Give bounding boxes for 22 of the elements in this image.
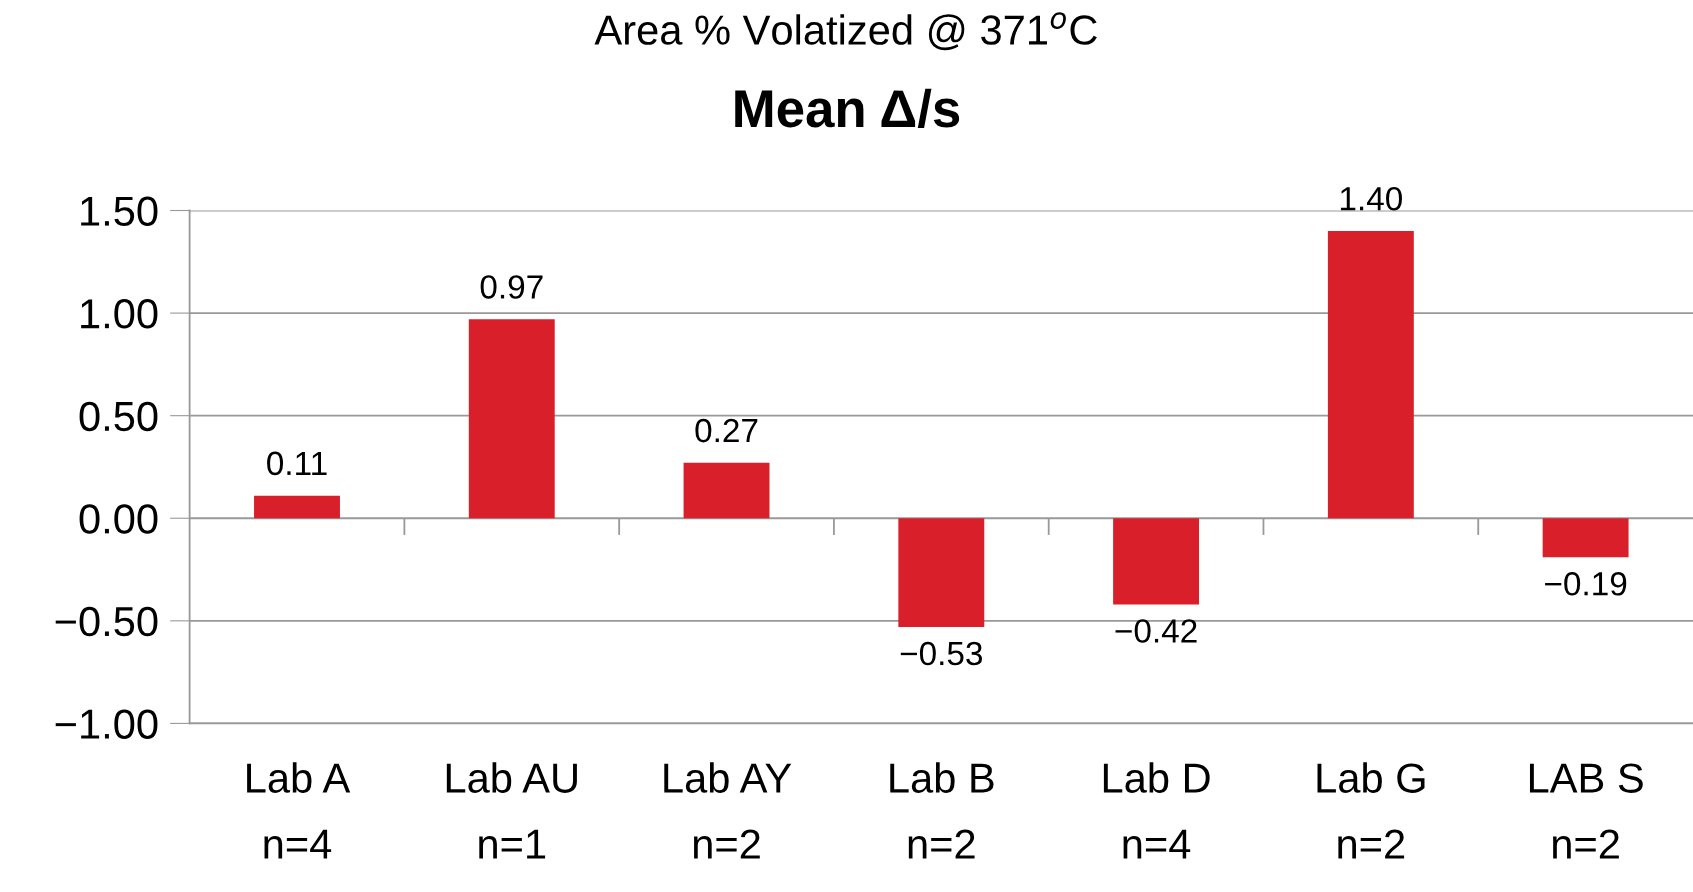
y-tick-label: −1.00 xyxy=(55,709,158,739)
y-tick-label: 0.50 xyxy=(79,401,158,432)
data-label: 0.27 xyxy=(695,418,758,443)
y-tick-label: −0.50 xyxy=(55,606,158,637)
data-label: −0.19 xyxy=(1545,572,1627,596)
data-label: −0.53 xyxy=(900,641,983,666)
x-tick-label: Lab A n=4 xyxy=(247,762,351,859)
x-tick-label: LAB S n=2 xyxy=(1529,763,1643,859)
y-tick-label: 0.00 xyxy=(79,504,158,534)
x-tick-label: Lab D n=4 xyxy=(1103,762,1210,859)
data-label: 0.11 xyxy=(267,451,327,476)
y-tick-label: 1.00 xyxy=(81,299,158,329)
y-tick-label: 1.50 xyxy=(81,196,158,227)
data-label: 1.40 xyxy=(1340,186,1402,211)
x-tick-label: Lab B n=2 xyxy=(890,762,994,859)
data-label: 0.97 xyxy=(480,275,543,299)
data-label: −0.42 xyxy=(1115,619,1197,643)
chart-title: Area % Volatized @ 371$^{o}$C xyxy=(594,12,1097,51)
x-tick-label: Lab G n=2 xyxy=(1317,762,1425,859)
x-tick-label: Lab AY n=2 xyxy=(664,762,792,859)
chart-subtitle: Mean Δ/s xyxy=(735,88,960,128)
x-tick-label: Lab AU n=1 xyxy=(446,762,577,859)
